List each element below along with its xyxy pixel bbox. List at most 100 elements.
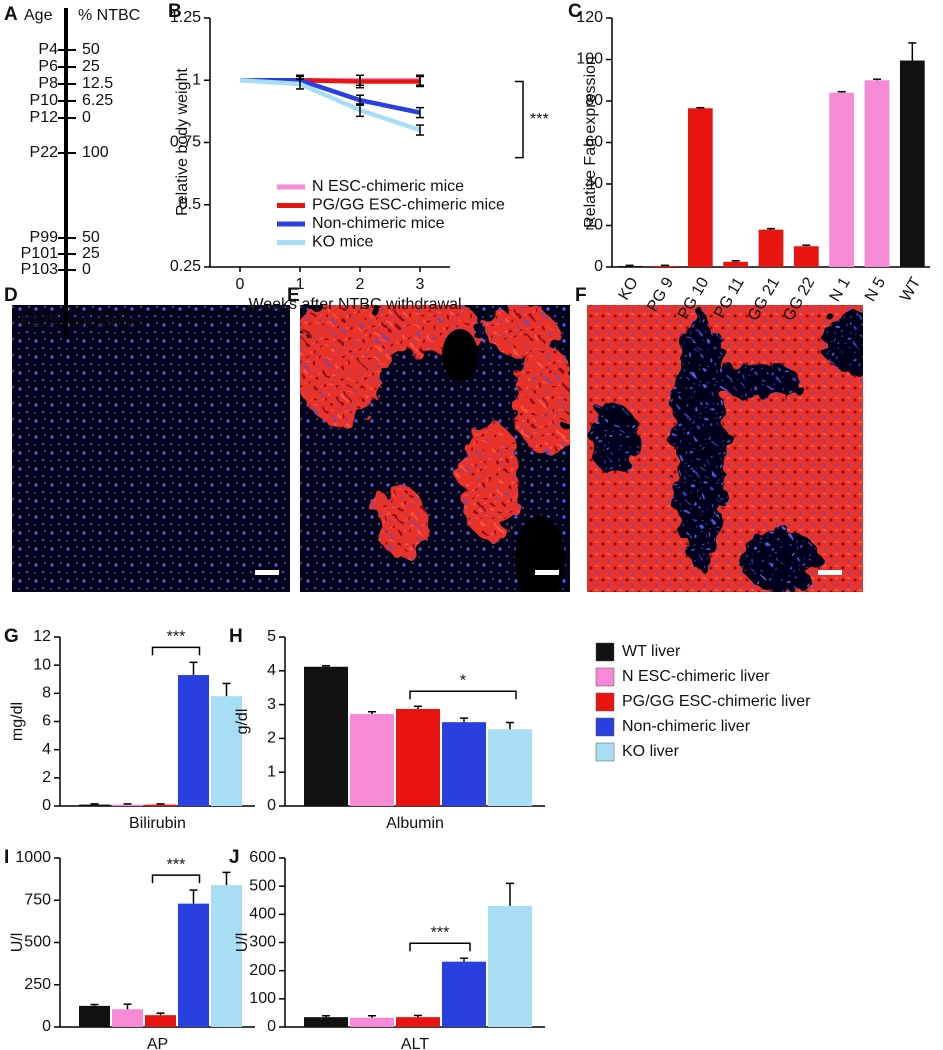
bar <box>652 265 678 267</box>
panel-letter: F <box>575 285 587 306</box>
bar <box>350 1017 394 1027</box>
significance-bracket <box>151 874 201 884</box>
y-tick-label: 100 <box>249 990 276 1007</box>
legend-label: PG/GG ESC-chimeric mice <box>312 197 505 214</box>
y-tick-label: 40 <box>585 175 603 192</box>
y-tick-label: 1 <box>192 71 201 88</box>
y-tick-label: 6 <box>42 713 51 730</box>
panel-letter: I <box>4 847 9 868</box>
legend-swatch <box>595 742 615 762</box>
legend-label: PG/GG ESC-chimeric liver <box>622 693 811 710</box>
bar <box>79 1005 110 1027</box>
y-tick-label: 200 <box>249 962 276 979</box>
y-axis-label: Relative Fah expression <box>582 56 599 228</box>
panel-letter: B <box>168 1 182 22</box>
age-label: P99 <box>30 229 59 246</box>
ntbc-label: 50 <box>82 229 100 246</box>
legend-label: KO mice <box>312 234 373 251</box>
x-axis-label: Weeks after NTBC withdrawal <box>248 296 461 313</box>
series-line <box>239 78 421 133</box>
bar <box>396 1017 440 1027</box>
y-tick-label: 120 <box>576 9 603 26</box>
bar <box>304 666 348 806</box>
legend-label: Non-chimeric mice <box>312 215 445 232</box>
bar <box>488 905 532 1027</box>
header: % NTBC <box>78 7 140 24</box>
annotation: *** <box>167 629 186 646</box>
x-axis-label: ALT <box>401 1036 429 1050</box>
bar <box>442 961 486 1027</box>
bar <box>112 1009 143 1027</box>
bar <box>687 108 713 267</box>
ntbc-label: 100 <box>82 144 109 161</box>
y-tick-label: 80 <box>585 92 603 109</box>
y-tick-label: 8 <box>42 685 51 702</box>
age-label: P12 <box>30 109 59 126</box>
bar <box>617 265 643 267</box>
y-tick-label: 1.25 <box>170 9 201 26</box>
ntbc-label: 6.25 <box>82 92 113 109</box>
ntbc-label: 0 <box>82 261 91 278</box>
y-tick-label: 400 <box>249 906 276 923</box>
bar <box>442 722 486 806</box>
legend-label: KO liver <box>622 743 680 760</box>
y-tick-label: 0 <box>594 258 603 275</box>
bar <box>350 714 394 806</box>
y-tick-label: 1 <box>267 763 276 780</box>
ntbc-label: Analysis <box>82 313 142 330</box>
x-tick-label: 2 <box>356 276 365 293</box>
age-label: P10 <box>30 92 59 109</box>
age-label: P8 <box>38 75 58 92</box>
y-tick-label: 0.25 <box>170 258 201 275</box>
legend-swatch <box>595 717 615 737</box>
y-tick-label: 500 <box>24 934 51 951</box>
x-axis-label: AP <box>147 1036 168 1050</box>
age-label: P103 <box>21 261 58 278</box>
x-tick-label: N 5 <box>862 275 889 305</box>
y-tick-label: 60 <box>585 134 603 151</box>
panel-letter: H <box>229 626 243 647</box>
legend-label: N ESC-chimeric mice <box>312 178 464 195</box>
annotation: *** <box>530 111 549 128</box>
legend-label: Non-chimeric liver <box>622 718 751 735</box>
y-tick-label: 500 <box>249 877 276 894</box>
bar <box>793 246 819 267</box>
x-tick-label: 1 <box>296 276 305 293</box>
ntbc-label: 50 <box>82 41 100 58</box>
ntbc-label: 25 <box>82 245 100 262</box>
micrograph <box>300 305 570 592</box>
ntbc-label: 12.5 <box>82 75 113 92</box>
bar <box>723 261 749 267</box>
bar <box>488 729 532 806</box>
x-tick-label: 0 <box>236 276 245 293</box>
annotation: *** <box>431 924 450 941</box>
annotation: *** <box>167 856 186 873</box>
bar <box>864 80 890 267</box>
x-tick-label: WT <box>897 274 924 304</box>
y-tick-label: 12 <box>33 628 51 645</box>
panel-letter: D <box>4 285 18 306</box>
panel-letter: E <box>287 285 300 306</box>
x-tick-label: 3 <box>416 276 425 293</box>
micrograph <box>587 305 863 592</box>
micrograph <box>12 305 290 592</box>
ntbc-label: 25 <box>82 58 100 75</box>
header: Age <box>24 7 53 24</box>
bar <box>829 92 855 267</box>
y-tick-label: 0 <box>42 1018 51 1035</box>
bar <box>178 675 209 806</box>
y-tick-label: 750 <box>24 891 51 908</box>
y-tick-label: 0 <box>42 797 51 814</box>
panel-letter: G <box>4 626 19 647</box>
legend-swatch <box>595 692 615 712</box>
y-tick-label: 2 <box>267 730 276 747</box>
y-tick-label: 100 <box>576 51 603 68</box>
y-tick-label: 5 <box>267 628 276 645</box>
legend-swatch <box>595 667 615 687</box>
legend-swatch <box>595 642 615 662</box>
y-axis-label: Relative body weight <box>174 68 191 216</box>
bar <box>145 1015 176 1027</box>
bar <box>211 885 242 1027</box>
y-tick-label: 1000 <box>15 849 51 866</box>
significance-bracket <box>151 646 201 656</box>
